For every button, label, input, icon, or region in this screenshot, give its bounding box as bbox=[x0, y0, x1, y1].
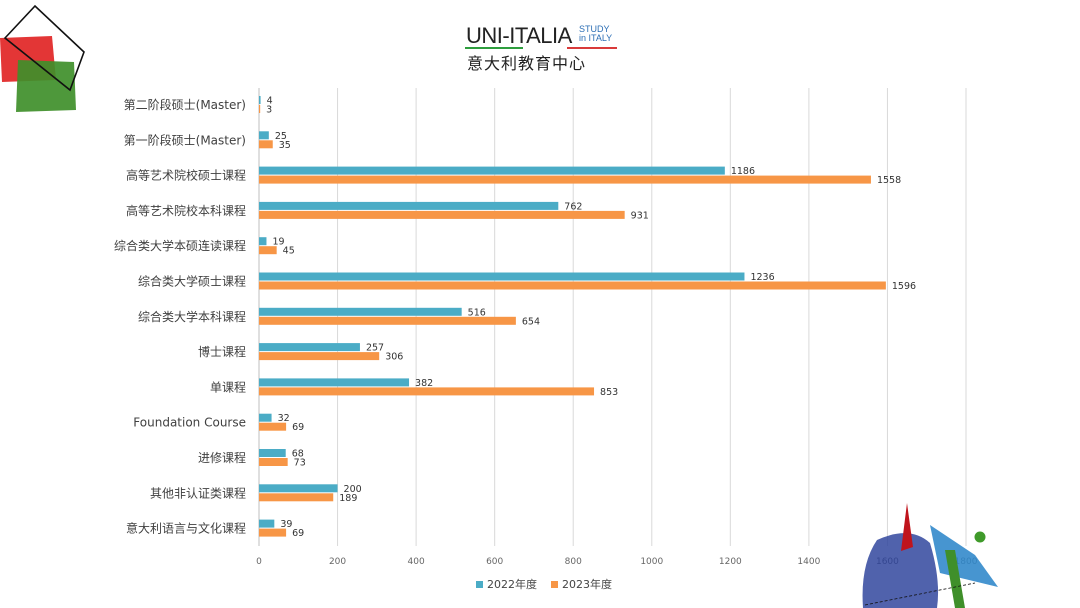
logo-wordmark: UNI-ITALIA bbox=[466, 23, 572, 48]
bar-2023 bbox=[259, 528, 287, 537]
bar-2023 bbox=[259, 493, 334, 502]
bar-2022 bbox=[259, 484, 338, 493]
bar-2022 bbox=[259, 343, 360, 352]
chart-legend: 2022年度 2023年度 bbox=[476, 576, 612, 592]
bar-2022 bbox=[259, 131, 269, 140]
legend-label-2022: 2022年度 bbox=[487, 578, 537, 591]
value-label-2023: 45 bbox=[283, 246, 295, 257]
bar-2023 bbox=[259, 387, 595, 396]
bar-2023 bbox=[259, 105, 261, 113]
category-label: 进修课程 bbox=[198, 450, 246, 465]
value-label-2022: 68 bbox=[292, 449, 304, 460]
logo-study-in-italy: STUDY in ITALY bbox=[579, 24, 613, 43]
x-tick-label: 200 bbox=[329, 557, 346, 567]
value-label-2022: 762 bbox=[564, 201, 582, 212]
bar-2022 bbox=[259, 519, 275, 528]
legend-label-2023: 2023年度 bbox=[562, 578, 612, 591]
category-label: 综合类大学本硕连读课程 bbox=[114, 238, 246, 253]
bar-2022 bbox=[259, 413, 272, 422]
category-label: Foundation Course bbox=[133, 416, 246, 430]
bar-2023 bbox=[259, 175, 871, 184]
value-label-2022: 19 bbox=[272, 237, 284, 248]
bar-2023 bbox=[259, 210, 625, 219]
x-tick-label: 1200 bbox=[719, 557, 742, 567]
value-label-2023: 3 bbox=[266, 105, 272, 116]
logo-subtitle: 意大利教育中心 bbox=[467, 54, 587, 73]
logo-red-underline bbox=[567, 47, 617, 49]
category-label: 博士课程 bbox=[198, 344, 246, 359]
bar-2022 bbox=[259, 166, 725, 175]
value-label-2023: 35 bbox=[279, 140, 291, 151]
legend-item-2023: 2023年度 bbox=[551, 576, 612, 592]
value-label-2023: 189 bbox=[339, 493, 357, 504]
category-label: 综合类大学本科课程 bbox=[138, 309, 246, 324]
value-label-2022: 257 bbox=[366, 343, 384, 354]
value-label-2023: 73 bbox=[294, 458, 306, 469]
x-tick-label: 0 bbox=[256, 557, 262, 567]
x-tick-label: 600 bbox=[486, 557, 503, 567]
category-label: 意大利语言与文化课程 bbox=[126, 521, 246, 536]
value-label-2022: 39 bbox=[280, 519, 292, 530]
x-tick-label: 1000 bbox=[640, 557, 663, 567]
category-label: 高等艺术院校硕士课程 bbox=[126, 168, 246, 183]
bar-2023 bbox=[259, 246, 277, 255]
value-label-2022: 382 bbox=[415, 378, 433, 389]
value-label-2022: 200 bbox=[344, 484, 362, 495]
value-label-2022: 25 bbox=[275, 131, 287, 142]
x-tick-label: 400 bbox=[408, 557, 425, 567]
category-label: 高等艺术院校本科课程 bbox=[126, 203, 246, 218]
bar-2023 bbox=[259, 140, 273, 149]
logo-green-underline bbox=[465, 47, 523, 49]
uni-italia-logo: UNI-ITALIA STUDY in ITALY 意大利教育中心 bbox=[463, 22, 623, 73]
bar-2023 bbox=[259, 281, 886, 290]
legend-swatch-2022 bbox=[476, 580, 483, 588]
category-label: 其他非认证类课程 bbox=[150, 485, 246, 500]
x-tick-label: 1400 bbox=[797, 557, 820, 567]
value-label-2023: 853 bbox=[600, 387, 618, 398]
bar-2022 bbox=[259, 201, 559, 210]
decorative-shapes-bottom-right bbox=[862, 503, 998, 608]
category-label: 第二阶段硕士(Master) bbox=[124, 97, 246, 112]
bars bbox=[259, 96, 886, 537]
value-label-2023: 654 bbox=[522, 316, 540, 327]
value-label-2022: 516 bbox=[468, 307, 486, 318]
value-label-2023: 69 bbox=[292, 422, 304, 433]
bar-2022 bbox=[259, 449, 286, 457]
legend-swatch-2023 bbox=[551, 580, 558, 588]
category-label: 第一阶段硕士(Master) bbox=[124, 132, 246, 147]
legend-item-2022: 2022年度 bbox=[476, 576, 537, 592]
bar-2022 bbox=[259, 272, 745, 281]
labels: 020040060080010001200140016001800第二阶段硕士(… bbox=[114, 96, 978, 568]
bar-2022 bbox=[259, 237, 267, 246]
bar-2023 bbox=[259, 422, 287, 431]
value-label-2022: 1236 bbox=[750, 272, 774, 283]
value-label-2022: 1186 bbox=[731, 166, 755, 177]
bar-2023 bbox=[259, 316, 516, 325]
value-label-2022: 4 bbox=[267, 96, 273, 107]
bar-2022 bbox=[259, 307, 462, 316]
value-label-2022: 32 bbox=[278, 413, 290, 424]
value-label-2023: 1596 bbox=[892, 281, 916, 292]
x-tick-label: 800 bbox=[565, 557, 582, 567]
bar-2023 bbox=[259, 352, 380, 361]
bar-2022 bbox=[259, 378, 410, 387]
decorative-shapes-top-left bbox=[0, 4, 85, 112]
bar-2022 bbox=[259, 96, 261, 104]
value-label-2023: 931 bbox=[631, 210, 649, 221]
bar-2023 bbox=[259, 458, 288, 466]
category-label: 综合类大学硕士课程 bbox=[138, 274, 246, 289]
value-label-2023: 69 bbox=[292, 528, 304, 539]
value-label-2023: 1558 bbox=[877, 175, 901, 186]
value-label-2023: 306 bbox=[385, 352, 403, 363]
category-label: 单课程 bbox=[210, 379, 246, 394]
